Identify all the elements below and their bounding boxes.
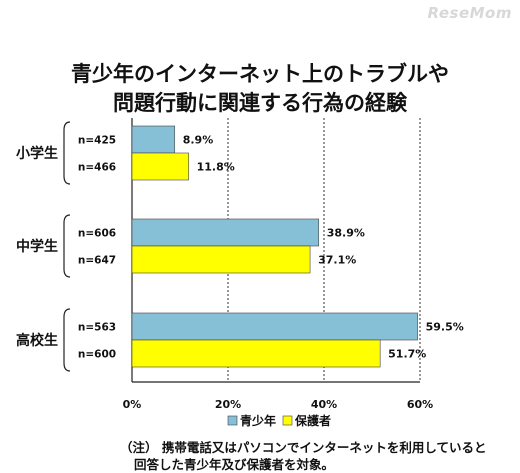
bar-value-label: 8.9%: [183, 134, 214, 147]
sample-size-label: n=600: [78, 349, 116, 361]
footnote-line-1: （注） 携帯電話又はパソコンでインターネットを利用していると: [120, 440, 487, 455]
legend-label: 保護者: [294, 413, 331, 428]
bar-value-label: 11.8%: [197, 161, 235, 174]
bar: [131, 339, 381, 368]
x-tick-label: 60%: [407, 398, 433, 411]
group-bracket: [63, 308, 71, 372]
group-bracket: [63, 121, 71, 185]
sample-size-label: n=425: [78, 135, 116, 147]
legend-swatch: [227, 415, 238, 426]
category-label: 高校生: [16, 332, 58, 349]
bar-value-label: 51.7%: [388, 348, 426, 361]
x-tick-label: 40%: [311, 398, 337, 411]
bar: [131, 152, 189, 181]
sample-size-label: n=606: [78, 228, 116, 240]
legend-label: 青少年: [240, 413, 276, 428]
bar-value-label: 37.1%: [318, 254, 356, 267]
chart-title-line-1: 青少年のインターネット上のトラブルや: [71, 62, 449, 86]
category-label: 小学生: [16, 145, 58, 162]
sample-size-label: n=647: [78, 255, 116, 267]
bar: [131, 218, 320, 247]
x-tick-label: 20%: [215, 398, 241, 411]
category-label: 中学生: [16, 238, 58, 255]
sample-size-label: n=563: [78, 322, 116, 334]
bar: [131, 312, 418, 341]
sample-size-label: n=466: [78, 162, 116, 174]
group-bracket: [63, 214, 71, 278]
resemom-watermark: ReseMom: [427, 4, 512, 22]
bar: [131, 125, 176, 154]
bar: [131, 245, 311, 274]
chart-title-line-2: 問題行動に関連する行為の経験: [113, 91, 407, 115]
bar-value-label: 59.5%: [426, 321, 464, 334]
footnote-line-2: 回答した青少年及び保護者を対象。: [134, 457, 335, 472]
legend-swatch: [282, 415, 293, 426]
x-tick-label: 0%: [123, 398, 142, 411]
bar-value-label: 38.9%: [327, 227, 365, 240]
